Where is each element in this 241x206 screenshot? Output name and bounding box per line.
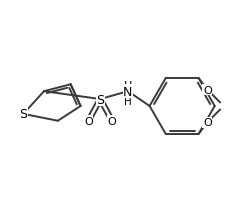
- Text: O: O: [108, 116, 116, 126]
- Text: O: O: [203, 85, 212, 95]
- Text: N: N: [123, 85, 133, 98]
- Text: S: S: [19, 108, 27, 121]
- Text: S: S: [96, 93, 104, 106]
- Text: H
N: H N: [124, 81, 132, 102]
- Text: O: O: [203, 118, 212, 128]
- Text: O: O: [84, 116, 93, 126]
- Text: H: H: [124, 97, 132, 107]
